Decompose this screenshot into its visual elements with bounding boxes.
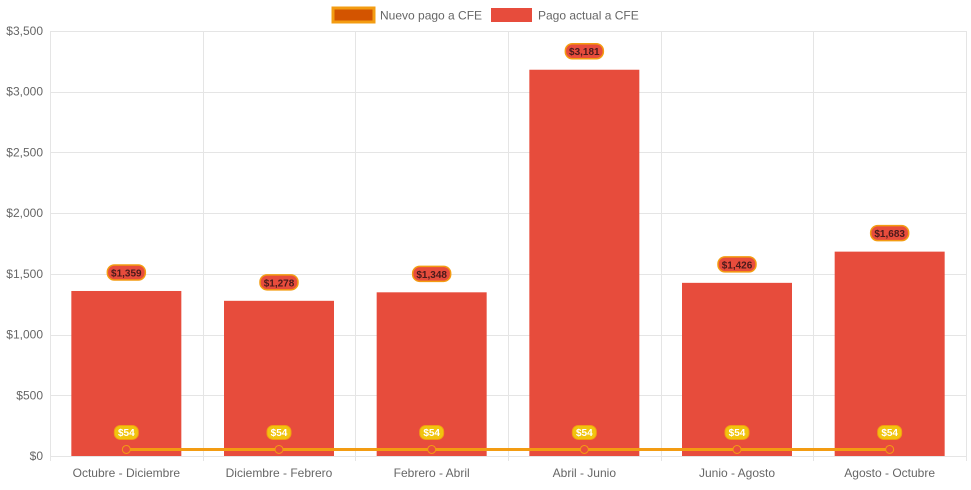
- x-tick-label: Junio - Agosto: [699, 466, 775, 480]
- line-label-bg: [571, 424, 597, 440]
- x-axis: Octubre - Diciembre Diciembre - Febrero Fe…: [73, 466, 936, 480]
- x-tick-label: Febrero - Abril: [394, 466, 470, 480]
- legend-item-nuevo-pago[interactable]: Nuevo pago a CFE: [331, 6, 482, 24]
- bar-label-bg: [869, 224, 910, 242]
- line-point: [274, 444, 284, 454]
- x-tick-label: Octubre - Diciembre: [73, 466, 181, 480]
- line-data-label: $54: [266, 424, 292, 440]
- bar-label-text: $1,348: [416, 270, 447, 281]
- y-tick-label: $0: [30, 449, 44, 463]
- legend-label-nuevo-pago: Nuevo pago a CFE: [380, 9, 482, 23]
- line-label-bg: [266, 424, 292, 440]
- line-point: [427, 444, 437, 454]
- line-label-text: $54: [881, 428, 898, 439]
- y-tick-label: $3,500: [6, 24, 43, 38]
- x-tick-label: Agosto - Octubre: [844, 466, 935, 480]
- bar-label-bg: [564, 42, 605, 60]
- line-data-label: $54: [419, 424, 445, 440]
- y-tick-label: $3,000: [6, 85, 43, 99]
- line-data-label: $54: [571, 424, 597, 440]
- line-label-bg: [113, 424, 139, 440]
- x-tick-label: Abril - Junio: [553, 466, 617, 480]
- line-point: [579, 444, 589, 454]
- line-label-text: $54: [576, 428, 593, 439]
- bar-label-bg: [717, 256, 757, 273]
- y-tick-label: $1,000: [6, 328, 43, 342]
- bar-data-label: $1,278: [259, 274, 299, 291]
- line-data-label: $54: [724, 424, 750, 440]
- line-point: [732, 444, 742, 454]
- bar-data-label: $1,683: [869, 224, 910, 242]
- bar-data-label: $1,426: [717, 256, 757, 273]
- y-tick-label: $2,000: [6, 206, 43, 220]
- bar-label-text: $1,683: [874, 229, 905, 240]
- legend-item-pago-actual[interactable]: Pago actual a CFE: [491, 8, 639, 23]
- bar-label-text: $1,426: [722, 260, 753, 271]
- line-data-label: $54: [113, 424, 139, 440]
- bar: [529, 69, 640, 456]
- y-tick-label: $1,500: [6, 267, 43, 281]
- legend-label-pago-actual: Pago actual a CFE: [538, 9, 639, 23]
- y-tick-label: $500: [16, 388, 43, 402]
- line-point: [121, 444, 131, 454]
- bar-data-label: $3,181: [564, 42, 605, 60]
- bar-data-label: $1,359: [106, 264, 147, 281]
- line-label-text: $54: [271, 428, 288, 439]
- grid: [50, 31, 967, 461]
- bar-label-text: $1,359: [111, 268, 142, 279]
- line-label-bg: [419, 424, 445, 440]
- x-tick-label: Diciembre - Febrero: [226, 466, 333, 480]
- y-tick-label: $2,500: [6, 145, 43, 159]
- legend-swatch-nuevo-pago: [331, 6, 376, 24]
- bar-label-bg: [411, 265, 452, 283]
- bar: [834, 251, 945, 456]
- bar-label-text: $1,278: [264, 278, 295, 289]
- line-label-text: $54: [423, 428, 440, 439]
- line-label-text: $54: [118, 428, 135, 439]
- line-series: [121, 444, 895, 454]
- legend-swatch-pago-actual: [491, 8, 532, 22]
- bar-data-labels: $1,359 $1,278 $1,348 $3,181 $1,426 $1,683: [106, 42, 910, 291]
- line-data-label: $54: [877, 424, 903, 440]
- bar-label-bg: [106, 264, 147, 281]
- line-label-text: $54: [729, 428, 746, 439]
- bar-data-label: $1,348: [411, 265, 452, 283]
- bar-label-text: $3,181: [569, 47, 600, 58]
- bar-label-bg: [259, 274, 299, 291]
- legend: Nuevo pago a CFE Pago actual a CFE: [331, 6, 639, 24]
- line-data-labels: $54 $54 $54 $54 $54 $54: [113, 424, 903, 440]
- line-label-bg: [724, 424, 750, 440]
- line-label-bg: [877, 424, 903, 440]
- y-axis: $0 $500 $1,000 $1,500 $2,000 $2,500 $3,000 $3,5…: [6, 24, 43, 463]
- line-point: [885, 444, 895, 454]
